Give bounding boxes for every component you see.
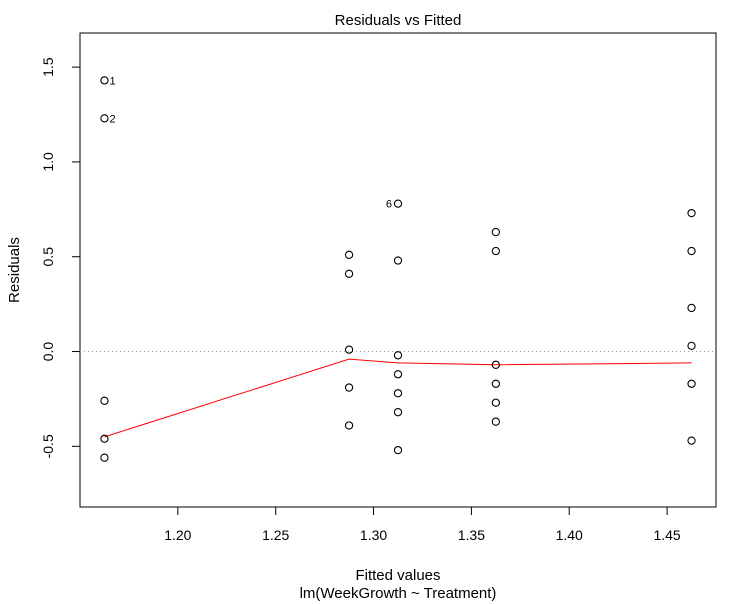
chart-title: Residuals vs Fitted: [335, 12, 462, 29]
residual-points: 1 2 6: [100, 75, 696, 462]
y-tick-label: 0.0: [40, 342, 56, 362]
point-id-label: 6: [386, 199, 392, 211]
model-formula-subtitle: lm(WeekGrowth ~ Treatment): [300, 585, 497, 602]
y-axis-label: Residuals: [6, 237, 23, 303]
residual-point: [100, 76, 109, 85]
residual-point: [491, 417, 500, 426]
residual-point: [393, 389, 403, 398]
point-id-label: 2: [109, 113, 115, 125]
residual-point: [100, 396, 109, 405]
residual-point: [393, 370, 403, 379]
residual-point: [491, 360, 500, 369]
residual-point: [100, 114, 109, 123]
residual-point: [344, 345, 354, 354]
residual-point: [100, 453, 109, 462]
x-tick-label: 1.25: [262, 527, 289, 543]
x-axis-label: Fitted values: [355, 567, 440, 584]
residual-point: [491, 227, 500, 237]
point-id-label: 1: [109, 75, 115, 87]
residual-point: [687, 341, 696, 350]
x-tick-label: 1.40: [556, 527, 583, 543]
y-axis: -0.5 0.0 0.5 1.0 1.5: [40, 57, 81, 458]
x-tick-label: 1.30: [360, 527, 387, 543]
y-tick-label: 1.5: [40, 57, 56, 77]
x-tick-label: 1.35: [458, 527, 485, 543]
y-tick-label: 1.0: [40, 152, 56, 172]
residual-point: [491, 398, 500, 407]
x-tick-label: 1.20: [164, 527, 191, 543]
residual-point: [687, 379, 696, 388]
residual-point: [687, 303, 696, 313]
residual-point: [491, 246, 500, 256]
residual-point: [393, 408, 403, 417]
residual-point: [344, 269, 354, 278]
residual-point: [100, 434, 109, 443]
residual-point: [393, 199, 403, 208]
residual-point: [344, 421, 354, 430]
residual-point: [344, 383, 354, 392]
residual-point: [393, 256, 403, 265]
y-tick-label: 0.5: [40, 247, 56, 267]
residual-point: [687, 246, 696, 256]
residual-point: [393, 445, 403, 455]
residual-point: [393, 351, 403, 360]
x-axis: 1.20 1.25 1.30 1.35 1.40 1.45: [164, 506, 681, 543]
plot-frame: [79, 32, 717, 508]
smoother-polyline: [104, 358, 692, 438]
y-tick-label: -0.5: [40, 434, 56, 458]
residual-point: [687, 436, 696, 445]
x-tick-label: 1.45: [653, 527, 680, 543]
residual-point: [491, 379, 500, 388]
residual-point: [344, 250, 354, 259]
residual-point: [687, 208, 696, 218]
smoother-line: [104, 358, 692, 438]
